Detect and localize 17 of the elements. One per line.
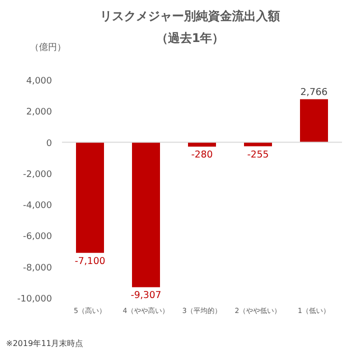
data-label: -255 [247,149,269,160]
data-label: 2,766 [300,87,328,98]
y-tick-label: -4,000 [22,201,52,212]
data-label: -7,100 [74,256,106,267]
chart-title: リスクメジャー別純資金流出入額 [100,9,280,23]
text: ※2019年11月末時点 [6,339,84,348]
y-tick-label: 2,000 [26,108,52,118]
data-label: -9,307 [130,290,162,302]
y-tick-label: -10,000 [17,294,52,304]
y-tick-label: 4,000 [26,76,52,86]
y-axis-title: （億円） [30,42,66,53]
y-tick-label: -8,000 [22,263,52,274]
data-label: -280 [191,150,213,161]
y-tick-label: -6,000 [22,232,52,242]
y-tick-label: -2,000 [22,170,52,180]
y-tick-label: 0 [46,138,52,149]
chart-subtitle: （過去1年） [156,31,224,45]
